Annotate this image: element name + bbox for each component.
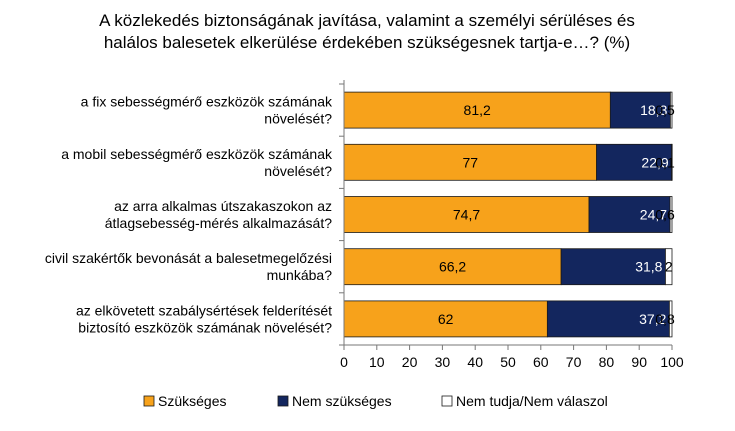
bar-segment bbox=[668, 300, 673, 338]
chart-title-line: halálos balesetek elkerülése érdekében s… bbox=[104, 33, 630, 52]
x-tick-label: 0 bbox=[340, 354, 348, 370]
legend-label: Nem tudja/Nem válaszol bbox=[456, 393, 608, 409]
category-label: a mobil sebességmérő eszközök számának bbox=[61, 146, 333, 162]
bar-segment bbox=[665, 248, 673, 286]
data-label: 81,2 bbox=[464, 102, 491, 118]
bar-segment bbox=[343, 91, 611, 129]
data-label: 62 bbox=[438, 311, 454, 327]
bar-segment bbox=[343, 248, 562, 286]
data-label: 18,3 bbox=[640, 102, 667, 118]
category-label: a fix sebességmérő eszközök számának bbox=[81, 94, 333, 110]
x-tick-label: 10 bbox=[369, 354, 385, 370]
legend-swatch bbox=[143, 395, 155, 407]
bar-segment bbox=[669, 91, 673, 129]
data-label: 24,7 bbox=[640, 207, 667, 223]
data-label: 31,8 bbox=[635, 259, 662, 275]
data-label: 66,2 bbox=[439, 259, 466, 275]
x-tick-label: 100 bbox=[660, 354, 684, 370]
legend-swatch bbox=[441, 395, 453, 407]
data-label: 22,9 bbox=[641, 154, 668, 170]
bar-segment bbox=[596, 143, 673, 181]
category-label: biztosító eszközök számának növelését? bbox=[78, 319, 332, 335]
data-label: 0,1 bbox=[655, 154, 675, 170]
data-label: 0,8 bbox=[655, 311, 675, 327]
data-label: 0,5 bbox=[655, 102, 675, 118]
bar-segment bbox=[343, 300, 548, 338]
bar-segment bbox=[343, 196, 590, 233]
x-tick-label: 50 bbox=[500, 354, 516, 370]
category-label: növelését? bbox=[264, 163, 332, 179]
chart-title-line: A közlekedés biztonságának javítása, val… bbox=[99, 11, 635, 30]
x-tick-label: 90 bbox=[631, 354, 647, 370]
legend-swatch bbox=[277, 395, 289, 407]
bar-segment bbox=[560, 248, 666, 286]
bar-segment bbox=[609, 91, 671, 129]
category-label: növelését? bbox=[264, 111, 332, 127]
legend-label: Nem szükséges bbox=[292, 393, 392, 409]
category-label: az arra alkalmas útszakaszokon az bbox=[114, 198, 332, 214]
bar-segment bbox=[546, 300, 670, 338]
x-tick-label: 60 bbox=[533, 354, 549, 370]
data-label: 77 bbox=[462, 154, 478, 170]
category-label: munkába? bbox=[267, 267, 333, 283]
data-label: 0,6 bbox=[655, 207, 675, 223]
x-tick-label: 70 bbox=[566, 354, 582, 370]
x-tick-label: 20 bbox=[402, 354, 418, 370]
x-tick-label: 80 bbox=[599, 354, 615, 370]
legend-label: Szükséges bbox=[158, 393, 226, 409]
category-label: átlagsebesség-mérés alkalmazását? bbox=[105, 215, 332, 231]
bar-segment bbox=[343, 143, 597, 181]
x-tick-label: 30 bbox=[435, 354, 451, 370]
data-label: 74,7 bbox=[453, 207, 480, 223]
data-label: 2 bbox=[665, 259, 673, 275]
bar-segment bbox=[669, 196, 673, 233]
x-tick-label: 40 bbox=[467, 354, 483, 370]
bar-segment bbox=[671, 143, 673, 181]
category-label: civil szakértők bevonását a balesetmegel… bbox=[45, 250, 332, 266]
bar-segment bbox=[588, 196, 671, 233]
data-label: 37,2 bbox=[639, 311, 666, 327]
category-label: az elkövetett szabálysértések felderítés… bbox=[76, 302, 332, 318]
